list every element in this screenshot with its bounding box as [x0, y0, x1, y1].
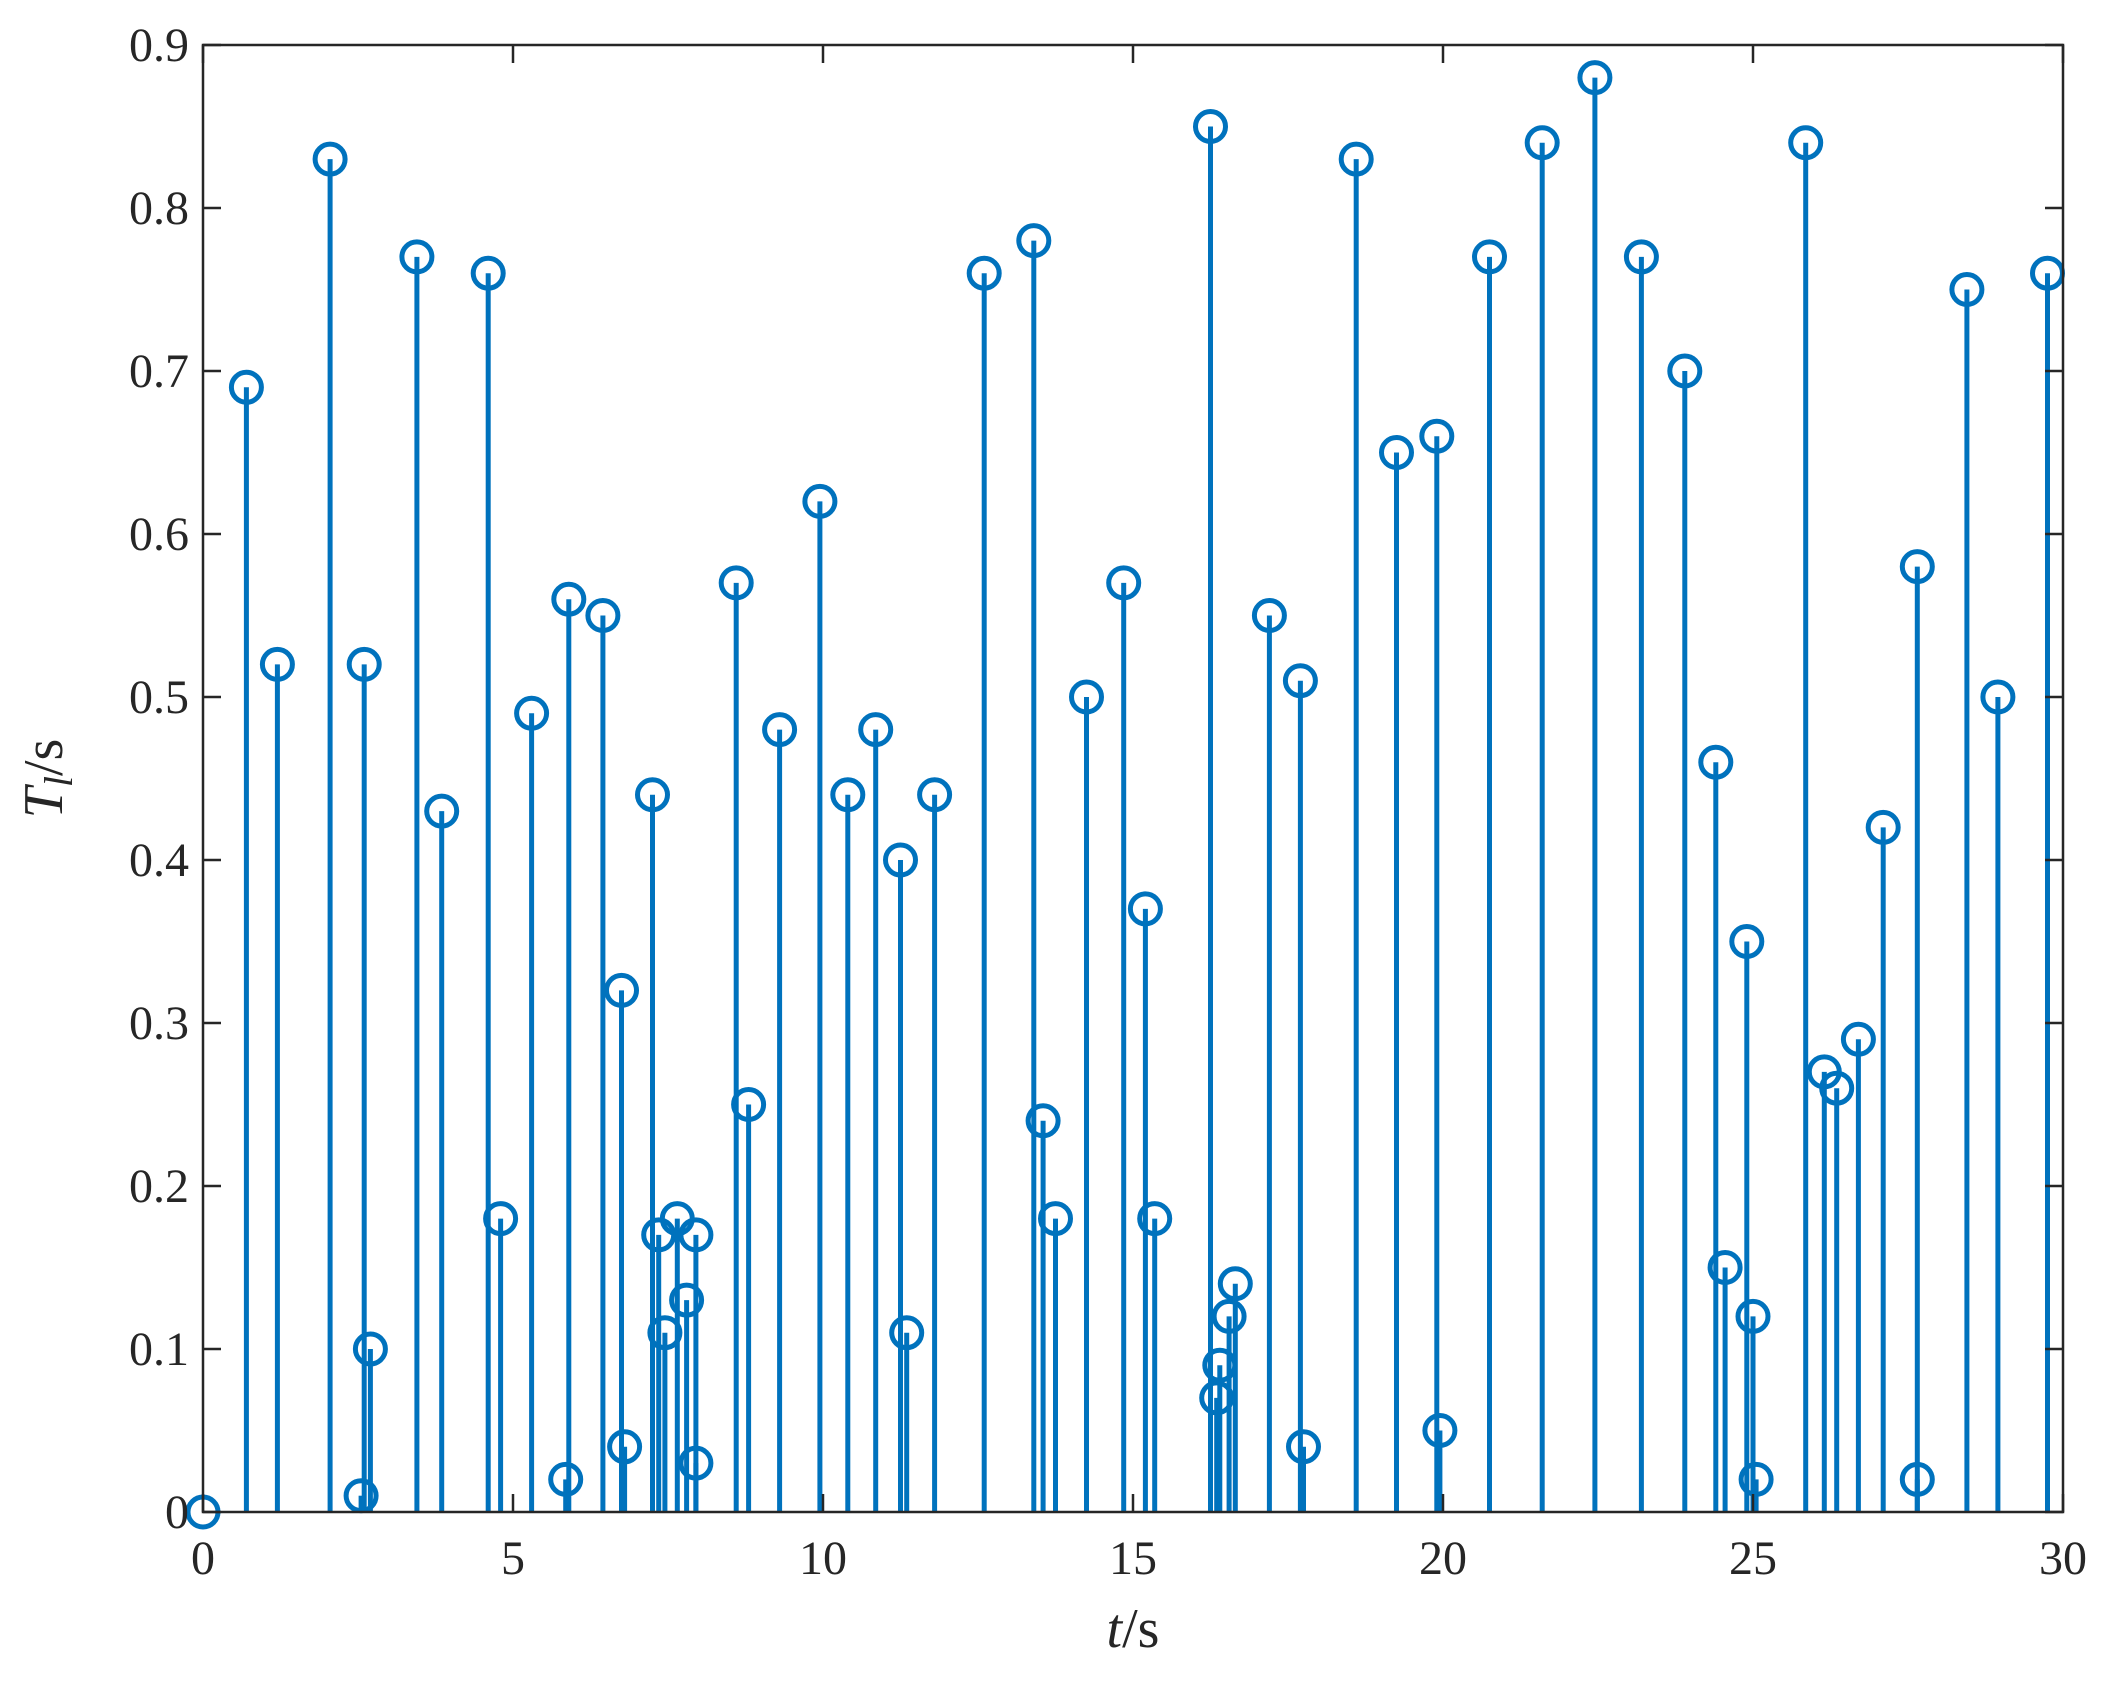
- y-axis-ticks: 0 0.1 0.2 0.3 0.4 0.5 0.6 0.7 0.8 0.9: [129, 19, 2063, 1539]
- y-axis-unit: /s: [13, 739, 75, 776]
- stem-marker: [1127, 891, 1163, 927]
- stem-marker: [889, 1315, 925, 1351]
- y-tick-label: 0.7: [129, 345, 189, 398]
- y-axis-subscript: l: [36, 776, 81, 787]
- y-tick-label: 0.2: [129, 1160, 189, 1213]
- stem-marker: [678, 1217, 714, 1253]
- stem-marker: [514, 695, 550, 731]
- stem-marker: [1899, 1461, 1935, 1497]
- stem-marker: [1016, 223, 1052, 259]
- y-tick-label: 0.5: [129, 671, 189, 724]
- x-tick-label: 20: [1419, 1532, 1467, 1585]
- stem-marker: [1422, 1413, 1458, 1448]
- stem-marker: [346, 646, 382, 682]
- y-tick-label: 0: [165, 1486, 189, 1539]
- stem-marker: [762, 712, 798, 748]
- stem-marker: [1980, 679, 2016, 715]
- x-axis-unit: /s: [1122, 1598, 1159, 1660]
- stem-marker: [607, 1429, 643, 1465]
- stem-marker: [1211, 1298, 1247, 1334]
- stem-marker: [1899, 549, 1935, 585]
- stem-marker: [1069, 679, 1104, 715]
- stem-marker: [1788, 125, 1824, 161]
- x-axis-ticks: 0 5 10 15 20 25 30: [191, 45, 2087, 1585]
- stem-marker: [585, 598, 621, 633]
- stem-marker: [830, 777, 866, 813]
- stem-marker: [1840, 1021, 1876, 1057]
- y-tick-label: 0.6: [129, 508, 189, 561]
- stem-marker: [917, 777, 953, 813]
- y-axis-label: Tl/s: [13, 739, 81, 819]
- stem-marker: [228, 369, 264, 405]
- stem-marker: [1282, 663, 1318, 699]
- y-tick-label: 0.3: [129, 997, 189, 1050]
- stem-marker: [352, 1331, 388, 1367]
- y-tick-label: 0.1: [129, 1323, 189, 1376]
- stem-marker: [1577, 60, 1613, 96]
- stem-marker: [635, 777, 670, 813]
- stem-marker: [1623, 239, 1659, 275]
- stem-marker: [1286, 1429, 1321, 1465]
- stem-marker: [647, 1315, 683, 1351]
- stem-marker: [858, 712, 894, 748]
- stem-marker: [883, 842, 918, 878]
- stem-marker: [1819, 1070, 1855, 1106]
- stem-series: [185, 60, 2065, 1530]
- stem-marker: [1038, 1201, 1073, 1237]
- stem-marker: [1707, 1250, 1743, 1285]
- x-tick-label: 0: [191, 1532, 215, 1585]
- stem-marker: [1949, 272, 1985, 307]
- stem-marker: [1667, 353, 1703, 389]
- x-tick-label: 10: [799, 1532, 847, 1585]
- stem-marker: [1338, 141, 1374, 177]
- stem-marker: [1419, 418, 1455, 454]
- stem-marker: [551, 581, 587, 617]
- x-tick-label: 30: [2039, 1532, 2087, 1585]
- stem-marker: [483, 1201, 519, 1237]
- stem-marker: [312, 141, 348, 177]
- x-axis-label: t/s: [1107, 1598, 1160, 1660]
- stem-marker: [1738, 1461, 1774, 1497]
- stem-marker: [399, 239, 435, 275]
- stem-marker: [1025, 1103, 1061, 1139]
- x-tick-label: 25: [1729, 1532, 1777, 1585]
- stem-marker: [1735, 1298, 1771, 1334]
- x-tick-label: 5: [501, 1532, 525, 1585]
- x-tick-label: 15: [1109, 1532, 1157, 1585]
- y-tick-label: 0.8: [129, 182, 189, 235]
- stem-marker: [718, 565, 754, 601]
- stem-marker: [1698, 744, 1734, 780]
- stem-marker: [678, 1445, 714, 1481]
- stem-marker: [470, 255, 506, 291]
- stem-marker: [1472, 239, 1507, 275]
- stem-marker: [1217, 1266, 1253, 1302]
- stem-marker: [1199, 1380, 1235, 1416]
- stem-marker: [424, 793, 460, 829]
- stem-marker: [731, 1087, 767, 1122]
- stem-marker: [966, 255, 1002, 291]
- x-axis-variable: t: [1107, 1598, 1124, 1660]
- stem-marker: [1379, 435, 1414, 470]
- stem-marker: [1729, 924, 1765, 959]
- stem-marker: [548, 1461, 584, 1497]
- stem-marker: [343, 1478, 379, 1514]
- stem-marker: [802, 483, 838, 519]
- stem-marker: [259, 646, 295, 682]
- stem-marker: [1524, 125, 1560, 161]
- y-axis-variable: T: [13, 783, 75, 818]
- stem-marker: [1137, 1201, 1173, 1237]
- stem-marker: [1106, 565, 1142, 601]
- stem-marker: [604, 972, 639, 1008]
- stem-marker: [669, 1282, 705, 1318]
- stem-marker: [1865, 809, 1901, 845]
- y-tick-label: 0.4: [129, 834, 189, 887]
- y-tick-label: 0.9: [129, 19, 189, 72]
- stem-marker: [1193, 109, 1228, 144]
- stem-marker: [1251, 598, 1287, 633]
